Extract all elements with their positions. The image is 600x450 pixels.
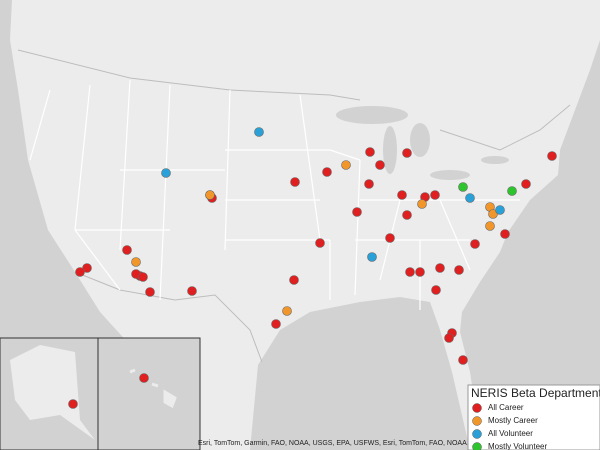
department-point bbox=[122, 245, 132, 255]
department-point bbox=[289, 275, 299, 285]
department-point bbox=[500, 229, 510, 239]
department-point bbox=[405, 267, 415, 277]
department-point bbox=[458, 182, 468, 192]
department-point bbox=[430, 190, 440, 200]
legend-swatch bbox=[472, 442, 482, 450]
legend-label: Mostly Career bbox=[488, 416, 538, 425]
department-point bbox=[507, 186, 517, 196]
department-point bbox=[254, 127, 264, 137]
legend-title: NERIS Beta Departments bbox=[471, 386, 600, 400]
department-point bbox=[367, 252, 377, 262]
legend-label: Mostly Volunteer bbox=[488, 442, 547, 450]
lake-ontario bbox=[481, 156, 509, 164]
department-point bbox=[402, 210, 412, 220]
department-point bbox=[417, 199, 427, 209]
department-point bbox=[131, 257, 141, 267]
legend-label: All Career bbox=[488, 403, 524, 412]
department-point bbox=[495, 205, 505, 215]
department-point bbox=[454, 265, 464, 275]
department-point bbox=[521, 179, 531, 189]
department-point bbox=[402, 148, 412, 158]
legend-items: All Career Mostly Career All Volunteer Most… bbox=[472, 403, 547, 450]
legend-swatch bbox=[472, 429, 482, 439]
department-point bbox=[364, 179, 374, 189]
department-point bbox=[470, 239, 480, 249]
lake-michigan bbox=[383, 126, 397, 174]
department-point bbox=[397, 190, 407, 200]
lake-huron bbox=[410, 123, 430, 157]
department-point bbox=[315, 238, 325, 248]
department-point bbox=[290, 177, 300, 187]
department-point bbox=[187, 286, 197, 296]
department-point bbox=[465, 193, 475, 203]
lake-erie bbox=[430, 170, 470, 180]
department-point bbox=[375, 160, 385, 170]
department-point bbox=[139, 373, 149, 383]
hawaii-inset bbox=[97, 337, 201, 450]
department-point bbox=[431, 285, 441, 295]
department-point bbox=[205, 190, 215, 200]
alaska bbox=[10, 345, 95, 440]
department-point bbox=[271, 319, 281, 329]
legend-swatch bbox=[472, 403, 482, 413]
gulf-of-mexico bbox=[250, 297, 470, 450]
department-point bbox=[145, 287, 155, 297]
department-point bbox=[75, 267, 85, 277]
legend-swatch bbox=[472, 416, 482, 426]
department-point bbox=[385, 233, 395, 243]
department-point bbox=[282, 306, 292, 316]
department-point bbox=[365, 147, 375, 157]
department-point bbox=[341, 160, 351, 170]
department-point bbox=[444, 333, 454, 343]
mexico-border bbox=[74, 271, 263, 363]
legend-box bbox=[467, 384, 600, 450]
department-point bbox=[485, 221, 495, 231]
department-point bbox=[435, 263, 445, 273]
department-point bbox=[352, 207, 362, 217]
points bbox=[68, 127, 557, 409]
department-point bbox=[161, 168, 171, 178]
atlantic-ocean bbox=[460, 40, 600, 450]
lake-superior bbox=[336, 106, 408, 124]
department-point bbox=[68, 399, 78, 409]
department-point bbox=[138, 272, 148, 282]
department-point bbox=[458, 355, 468, 365]
department-point bbox=[547, 151, 557, 161]
department-point bbox=[415, 267, 425, 277]
department-point bbox=[322, 167, 332, 177]
legend: NERIS Beta Departments All Career Mostly … bbox=[467, 384, 600, 450]
legend-label: All Volunteer bbox=[488, 429, 533, 438]
attribution: Esri, TomTom, Garmin, FAO, NOAA, USGS, E… bbox=[198, 440, 491, 447]
